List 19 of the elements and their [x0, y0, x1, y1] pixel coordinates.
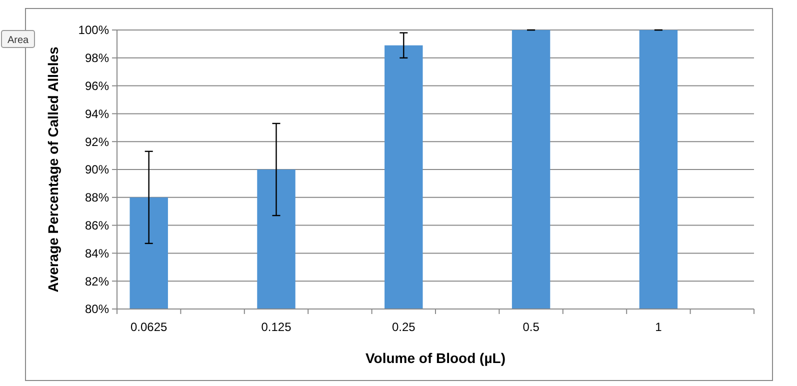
y-tick-label: 86% [84, 218, 110, 232]
x-tick-label: 0.125 [261, 320, 292, 334]
y-tick-label: 84% [84, 246, 110, 260]
x-axis-title: Volume of Blood (µL) [365, 350, 506, 366]
y-tick-label: 98% [84, 51, 110, 66]
y-tick-label: 88% [84, 190, 110, 205]
y-tick-label: 90% [84, 162, 110, 177]
x-tick-label: 0.25 [392, 320, 416, 334]
x-tick-label: 0.0625 [130, 320, 168, 334]
text: Area [7, 35, 29, 46]
y-axis-title: Average Percentage of Called Alleles [45, 46, 61, 292]
x-tick-label: 0.5 [522, 320, 540, 334]
y-tick-label: 100% [78, 23, 110, 38]
y-tick-label: 96% [84, 79, 110, 93]
y-tick-label: 82% [84, 274, 110, 288]
y-tick-label: 80% [84, 302, 110, 316]
y-tick-label: 94% [84, 106, 110, 121]
x-tick-label: 1 [655, 320, 662, 334]
y-tick-label: 92% [84, 134, 110, 149]
